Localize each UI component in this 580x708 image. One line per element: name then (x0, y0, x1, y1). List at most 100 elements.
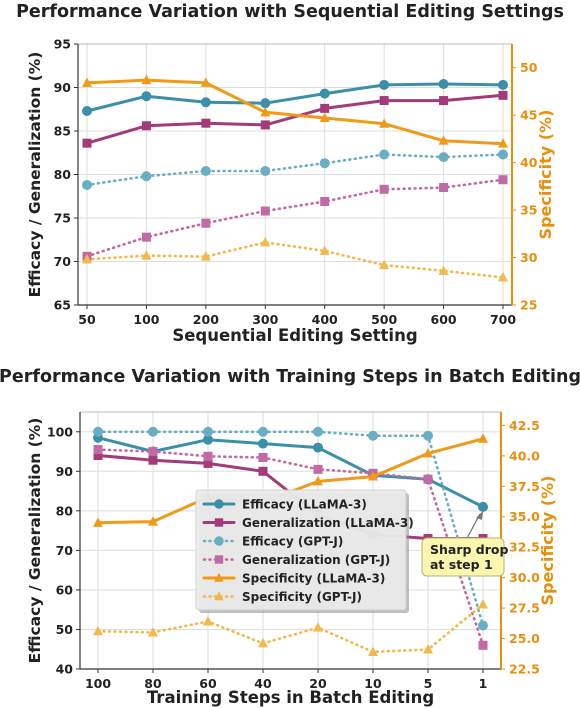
data-point-specificity-llama (478, 433, 488, 443)
data-point-efficacy-llama (319, 88, 330, 99)
annotation-box (421, 537, 505, 577)
x-tick-label: 40 (254, 676, 272, 691)
series-line-generalization-gptj (96, 448, 485, 647)
data-point-generalization-llama (148, 455, 158, 465)
series-line-efficacy-gptj (96, 430, 485, 627)
y-right-tick-label: 40 (520, 155, 538, 170)
data-point-specificity-llama (93, 517, 103, 527)
y-right-tick-label: 40.0 (509, 448, 540, 463)
annotation-arrowhead (476, 510, 483, 520)
data-point-efficacy-gptj (258, 426, 268, 437)
series-line-specificity-gptj (96, 603, 485, 654)
chart-title: Performance Variation with Sequential Ed… (16, 2, 564, 22)
data-point-generalization-gptj (260, 206, 270, 216)
y-right-tick-label: 35.0 (509, 509, 540, 524)
series-line-efficacy-gptj (85, 153, 505, 187)
y-right-tick-label: 42.5 (509, 418, 540, 433)
series-line-efficacy-llama (96, 436, 485, 509)
data-point-specificity-gptj (93, 625, 103, 636)
x-tick-label: 10 (364, 676, 382, 691)
data-point-generalization-llama (201, 118, 211, 128)
x-tick-label: 500 (371, 312, 397, 327)
legend-marker-specificity-llama (214, 572, 224, 582)
y-right-tick-label: 35 (520, 203, 537, 218)
data-point-efficacy-llama (313, 442, 323, 453)
y-axis-label: Efficacy / Generalization (%) (26, 418, 44, 664)
data-point-generalization-gptj (258, 452, 268, 462)
data-point-efficacy-gptj (478, 620, 488, 631)
data-point-efficacy-gptj (379, 149, 390, 160)
data-point-specificity-gptj (438, 265, 449, 275)
legend-label: Efficacy (LLaMA-3) (242, 497, 367, 511)
data-point-specificity-gptj (148, 626, 158, 637)
y-tick-label: 60 (56, 582, 74, 597)
x-tick-label: 80 (144, 676, 162, 691)
y-tick-label: 65 (54, 298, 71, 313)
data-point-efficacy-gptj (313, 426, 323, 437)
y-tick-label: 50 (56, 622, 74, 637)
y-right-tick-label: 45 (520, 108, 537, 123)
x-tick-label: 400 (312, 312, 338, 327)
data-point-specificity-gptj (203, 615, 213, 626)
data-point-specificity-llama (379, 118, 390, 128)
data-point-specificity-gptj (498, 271, 508, 282)
data-point-specificity-gptj (379, 259, 390, 270)
y-tick-label: 40 (56, 662, 74, 677)
data-point-specificity-llama (260, 106, 271, 117)
chart-batch-editing: Performance Variation with Training Step… (0, 367, 580, 707)
data-point-efficacy-llama (141, 91, 152, 102)
legend-label: Generalization (LLaMA-3) (242, 516, 414, 530)
data-point-specificity-llama (498, 138, 508, 148)
data-point-specificity-llama (319, 112, 330, 123)
data-point-specificity-gptj (82, 253, 92, 264)
legend: Efficacy (LLaMA-3) Generalization (LLaMA-… (195, 489, 414, 613)
data-point-efficacy-gptj (203, 426, 213, 437)
data-point-generalization-gptj (423, 474, 433, 484)
legend-marker-efficacy-llama (214, 499, 224, 509)
data-point-efficacy-gptj (141, 171, 152, 182)
data-point-efficacy-gptj (82, 179, 92, 190)
data-point-generalization-gptj (498, 175, 508, 185)
data-point-efficacy-gptj (319, 158, 330, 169)
data-point-efficacy-gptj (368, 430, 378, 441)
x-tick-label: 1 (479, 676, 488, 691)
data-point-generalization-llama (258, 466, 268, 476)
legend-label: Specificity (GPT-J) (242, 590, 362, 604)
data-point-specificity-gptj (478, 598, 488, 609)
data-point-efficacy-gptj (148, 426, 158, 437)
data-point-specificity-gptj (368, 646, 378, 656)
y-right-tick-label: 32.5 (509, 540, 540, 555)
y-right-tick-label: 27.5 (509, 601, 540, 616)
data-point-generalization-gptj (379, 184, 389, 194)
y-tick-label: 70 (56, 543, 74, 558)
data-point-generalization-gptj (203, 451, 213, 461)
y-right-tick-label: 37.5 (509, 479, 540, 494)
y-tick-label: 85 (54, 124, 71, 139)
data-point-efficacy-gptj (200, 166, 211, 177)
legend-label: Specificity (LLaMA-3) (242, 571, 385, 585)
series-line-generalization-gptj (85, 178, 505, 258)
series-line-specificity-llama (85, 78, 505, 146)
data-point-generalization-llama (320, 103, 330, 113)
data-point-generalization-llama (498, 90, 508, 100)
chart-title: Performance Variation with Training Step… (0, 367, 580, 387)
legend-box (195, 489, 407, 611)
chart-sequential-editing: Performance Variation with Sequential Ed… (16, 2, 564, 345)
y-tick-label: 95 (54, 37, 71, 52)
legend-marker-generalization-llama (214, 518, 224, 527)
data-point-generalization-gptj (93, 445, 103, 455)
x-tick-label: 600 (431, 312, 457, 327)
data-point-efficacy-llama (498, 79, 508, 90)
data-point-generalization-gptj (201, 218, 211, 228)
x-tick-label: 300 (252, 312, 278, 327)
y-axis-label: Efficacy / Generalization (%) (26, 52, 44, 298)
data-point-generalization-llama (93, 450, 103, 460)
data-point-efficacy-llama (258, 438, 268, 449)
y-right-tick-label: 30.0 (509, 570, 540, 585)
series-line-specificity-gptj (85, 241, 505, 279)
data-point-specificity-llama (141, 74, 152, 85)
data-point-specificity-llama (423, 447, 433, 458)
x-tick-label: 50 (78, 312, 96, 327)
y-tick-label: 75 (54, 211, 71, 226)
data-point-specificity-gptj (258, 637, 268, 648)
